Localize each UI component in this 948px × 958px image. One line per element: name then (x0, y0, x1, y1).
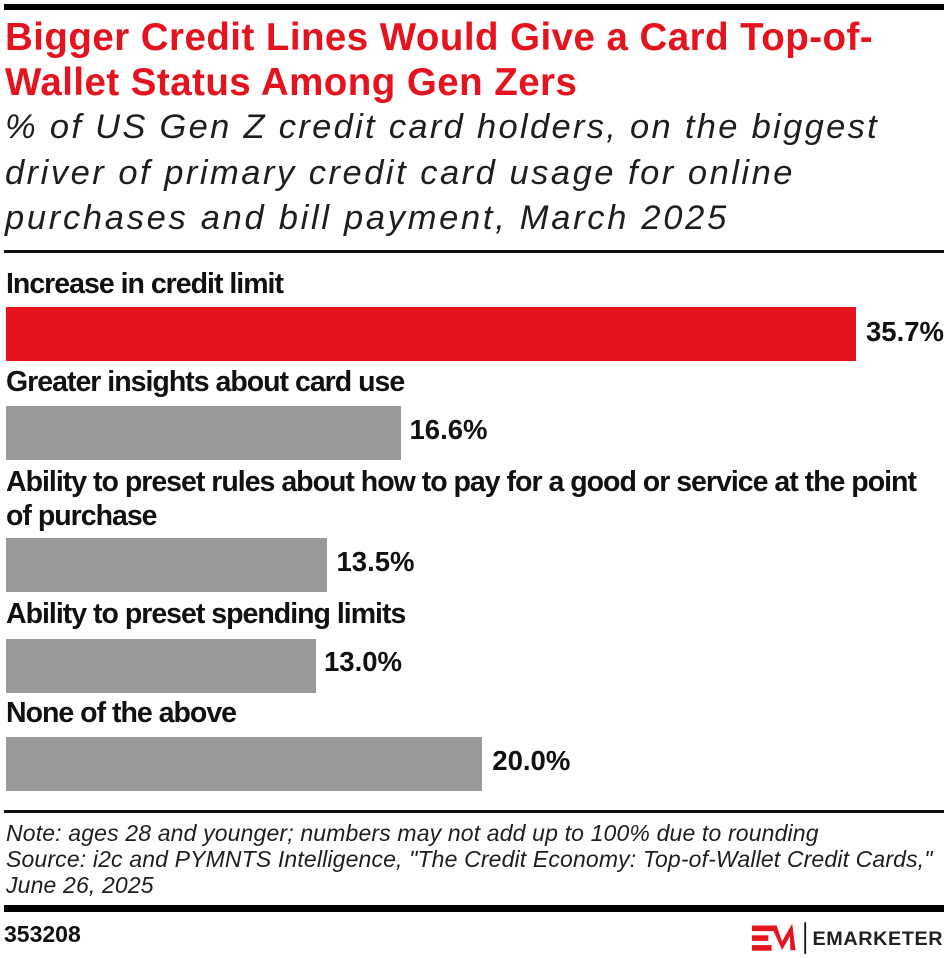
svg-text:EMARKETER: EMARKETER (813, 928, 944, 950)
